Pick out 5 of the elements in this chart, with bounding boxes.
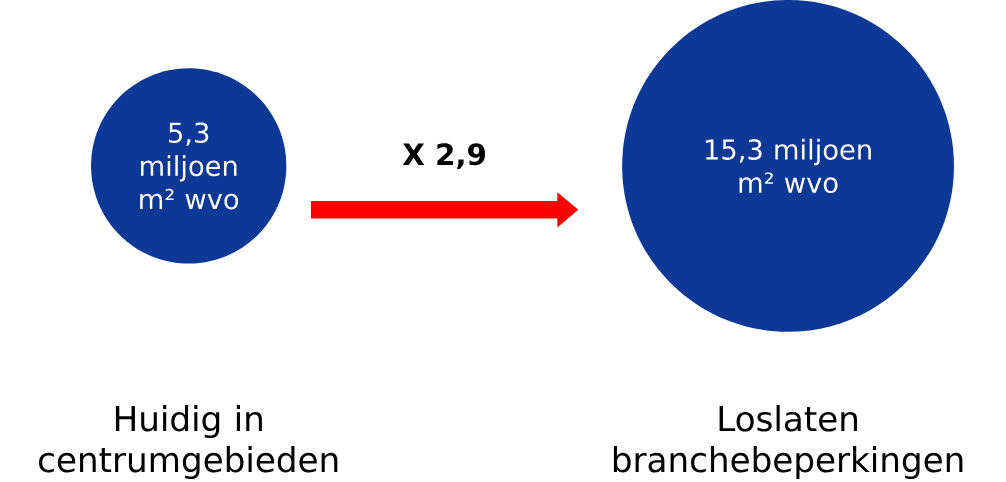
category-label: Loslaten branchebeperkingen <box>613 404 963 479</box>
data-label: 5,3 miljoen m² wvo <box>140 122 239 210</box>
category-label: Huidig in centrumgebieden <box>39 404 338 479</box>
data-label: 15,3 miljoen m² wvo <box>705 138 871 193</box>
text: X 2,9 <box>402 143 486 169</box>
